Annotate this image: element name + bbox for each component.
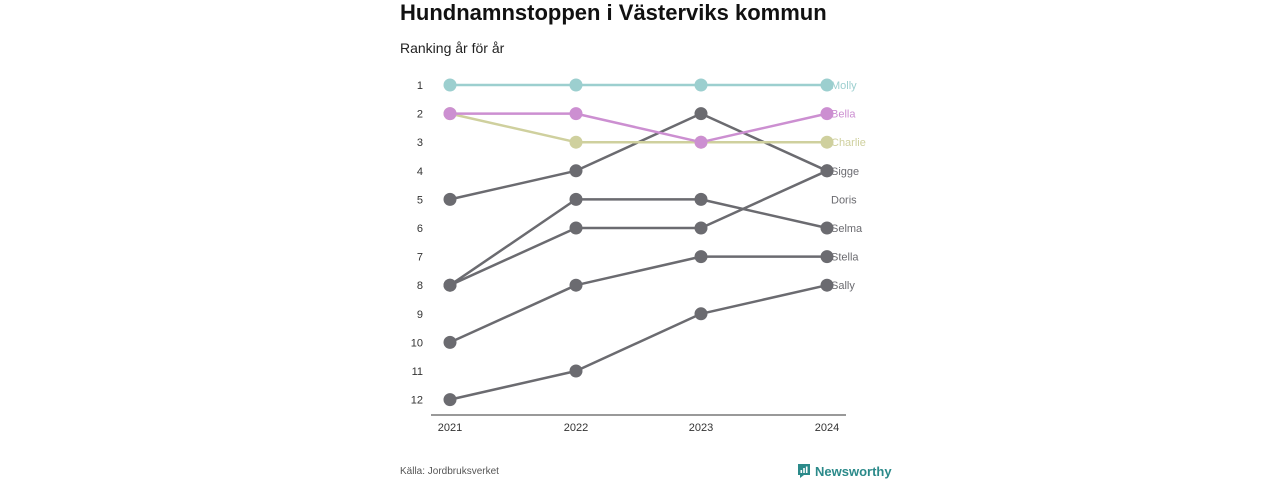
data-point-doris — [569, 221, 583, 235]
data-point-stella — [694, 250, 708, 264]
data-point-stella — [820, 250, 834, 264]
data-point-selma — [694, 192, 708, 206]
y-tick-label: 1 — [417, 80, 423, 92]
data-point-stella — [443, 335, 457, 349]
x-tick-label: 2023 — [689, 422, 713, 434]
data-point-molly — [569, 78, 583, 92]
series-line-charlie — [449, 112, 827, 144]
end-label-stella: Stella — [831, 252, 859, 264]
end-label-selma: Selma — [831, 223, 863, 235]
end-label-bella: Bella — [831, 109, 856, 121]
end-label-charlie: Charlie — [831, 137, 866, 149]
end-label-sally: Sally — [831, 280, 855, 292]
data-point-charlie — [820, 135, 834, 149]
data-point-sally — [443, 393, 457, 407]
y-tick-label: 6 — [417, 223, 423, 235]
x-axis-ticks: 2021 2022 2023 2024 — [438, 422, 839, 434]
y-tick-label: 4 — [417, 166, 423, 178]
y-tick-label: 3 — [417, 137, 423, 149]
x-tick-label: 2024 — [815, 422, 839, 434]
data-point-molly — [443, 78, 457, 92]
end-label-doris: Doris — [831, 194, 857, 206]
data-point-selma — [820, 221, 834, 235]
data-point-sally — [569, 364, 583, 378]
data-point-sally — [820, 278, 834, 292]
data-point-molly — [694, 78, 708, 92]
source-note: Källa: Jordbruksverket — [400, 466, 499, 477]
chart-subtitle: Ranking år för år — [400, 40, 505, 56]
data-point-sigge — [443, 192, 457, 206]
newsworthy-logo-icon — [798, 464, 810, 478]
series-line-sally — [449, 283, 828, 401]
y-tick-label: 9 — [417, 309, 423, 321]
data-point-selma — [569, 192, 583, 206]
y-tick-label: 5 — [417, 194, 423, 206]
y-tick-label: 8 — [417, 280, 423, 292]
series-line-stella — [449, 255, 827, 344]
data-point-bella — [694, 135, 708, 149]
series-line-selma — [449, 198, 828, 287]
end-labels: Molly Bella Charlie Sigge Doris Selma Stella Sa… — [831, 80, 866, 292]
data-point-doris — [443, 278, 457, 292]
series-line-doris — [449, 169, 828, 287]
brand-logo: Newsworthy — [797, 463, 892, 479]
data-point-bella — [443, 107, 457, 121]
y-tick-label: 7 — [417, 252, 423, 264]
chart-title: Hundnamnstoppen i Västerviks kommun — [400, 0, 827, 25]
data-point-sigge — [820, 164, 834, 178]
end-label-molly: Molly — [831, 80, 857, 92]
y-tick-label: 12 — [411, 395, 423, 407]
brand-name: Newsworthy — [815, 463, 892, 479]
y-tick-label: 2 — [417, 109, 423, 121]
data-point-bella — [569, 107, 583, 121]
data-point-sigge — [569, 164, 583, 178]
data-point-sigge — [694, 107, 708, 121]
end-label-sigge: Sigge — [831, 166, 859, 178]
data-point-molly — [820, 78, 834, 92]
series-line-bella — [450, 112, 828, 144]
data-point-charlie — [569, 135, 583, 149]
data-point-stella — [569, 278, 583, 292]
data-point-sally — [694, 307, 708, 321]
x-tick-label: 2021 — [438, 422, 462, 434]
y-tick-label: 10 — [411, 337, 423, 349]
data-point-bella — [820, 107, 834, 121]
data-point-doris — [694, 221, 708, 235]
x-tick-label: 2022 — [564, 422, 588, 434]
series-lines — [449, 83, 828, 401]
series-points — [443, 78, 834, 407]
y-tick-label: 11 — [412, 366, 423, 378]
